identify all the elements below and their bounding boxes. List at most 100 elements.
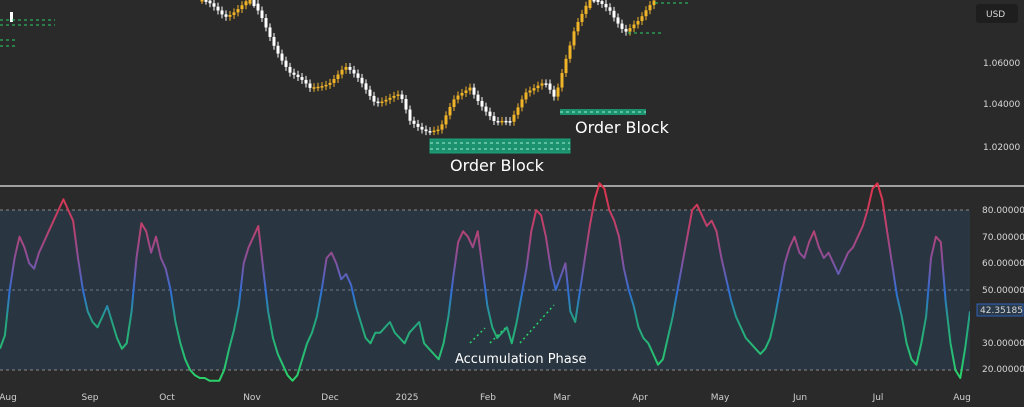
candle-body (604, 3, 608, 8)
candle-body (556, 87, 560, 97)
oscillator-tick-label: 50.00000 (982, 286, 1024, 296)
candle-body (608, 7, 612, 11)
candle-body (236, 9, 240, 13)
candle-body (216, 6, 220, 11)
candle-body (408, 109, 412, 121)
oscillator-tick-label: 60.00000 (982, 259, 1024, 269)
candle-body (480, 100, 484, 107)
month-label: 2025 (396, 393, 419, 403)
candle-body (648, 5, 652, 11)
time-axis[interactable] (0, 387, 1024, 407)
candle-body (528, 90, 532, 93)
candle-body (264, 18, 268, 28)
candle-body (592, 0, 596, 2)
candle-body (388, 97, 392, 100)
month-label: Oct (159, 393, 175, 403)
candle-body (244, 1, 248, 6)
candle-body (572, 31, 576, 46)
candle-body (568, 45, 572, 59)
candle-body (256, 3, 260, 11)
candle-body (276, 45, 280, 54)
price-axis[interactable] (970, 0, 1024, 185)
candle-body (360, 77, 364, 84)
candle-body (224, 14, 228, 17)
month-label: Aug (0, 393, 17, 403)
candle-body (328, 82, 332, 85)
candle-body (652, 0, 656, 6)
price-tick-label: 1.06000 (983, 59, 1020, 69)
candle-body (356, 73, 360, 78)
candle-body (376, 101, 380, 104)
candle-body (584, 5, 588, 14)
candle-body (232, 12, 236, 15)
month-label: May (711, 393, 730, 403)
time-axis-labels: Aug Sep Oct Nov Dec 2025 Feb Mar Apr May Jun Jul Aug (0, 393, 971, 403)
order-block-zone-lower (429, 138, 571, 154)
currency-badge-label: USD (986, 10, 1005, 20)
candle-body (284, 60, 288, 67)
candle-body (516, 107, 520, 115)
candle-body (540, 83, 544, 86)
candle-body (288, 66, 292, 73)
candle-body (304, 79, 308, 84)
candle-body (272, 36, 276, 46)
candle-body (616, 17, 620, 24)
candle-body (508, 121, 512, 123)
candle-body (620, 23, 624, 29)
candle-body (448, 107, 452, 116)
price-tick-label: 1.04000 (983, 100, 1020, 110)
candle-body (324, 84, 328, 87)
accumulation-arrow (519, 304, 555, 344)
candle-body (292, 72, 296, 75)
candle-body (636, 21, 640, 25)
candle-body (560, 73, 564, 88)
price-tick-label: 1.02000 (983, 143, 1020, 153)
candle-body (532, 88, 536, 91)
candle-body (340, 69, 344, 75)
candle-body (412, 120, 416, 124)
candle-body (212, 3, 216, 7)
candle-body (476, 94, 480, 101)
candle-body (10, 12, 13, 22)
candle-body (368, 89, 372, 96)
candlestick-series (10, 0, 656, 136)
currency-badge[interactable] (976, 4, 1018, 23)
current-value-badge (976, 303, 1024, 317)
candle-body (296, 74, 300, 78)
candle-body (320, 86, 324, 88)
candle-body (248, 0, 252, 4)
candle-body (352, 69, 356, 74)
month-label: Sep (82, 393, 99, 403)
candle-body (300, 77, 304, 80)
current-value-label: 42.35185 (980, 306, 1023, 316)
candle-body (396, 94, 400, 96)
candle-body (252, 0, 256, 7)
candle-body (428, 131, 432, 133)
month-label: Nov (243, 393, 261, 403)
candle-body (548, 83, 552, 90)
candle-body (424, 129, 428, 132)
oscillator-line (0, 182, 971, 382)
candle-body (512, 114, 516, 122)
oscillator-tick-label: 30.00000 (982, 339, 1024, 349)
oscillator-axis[interactable] (970, 187, 1024, 387)
month-label: Jun (792, 393, 807, 403)
candle-body (576, 21, 580, 32)
candle-body (596, 0, 600, 3)
candle-body (632, 24, 636, 29)
candle-body (544, 83, 548, 85)
price-pane[interactable] (0, 0, 970, 185)
candle-body (312, 87, 316, 89)
candle-body (364, 83, 368, 90)
candle-body (404, 99, 408, 110)
candle-body (536, 85, 540, 89)
accumulation-arrow (489, 327, 506, 344)
month-label: Apr (632, 393, 648, 403)
month-label: Mar (554, 393, 571, 403)
candle-body (332, 79, 336, 83)
candle-body (464, 90, 468, 94)
candle-body (612, 10, 616, 18)
order-block-label-lower: Order Block (450, 156, 545, 175)
candle-body (308, 83, 312, 88)
